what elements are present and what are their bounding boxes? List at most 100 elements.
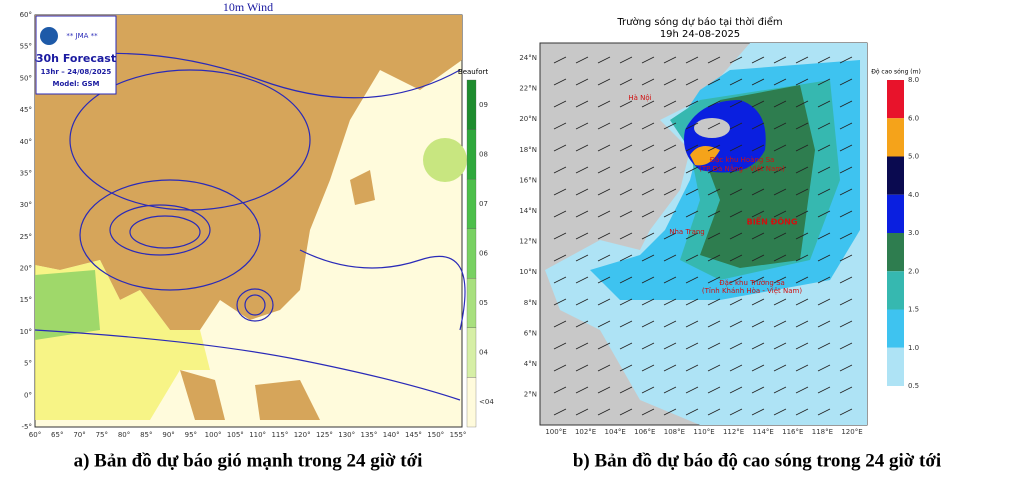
wave-arrow [729,276,743,284]
wave-arrow [619,210,633,218]
wave-arrow [707,320,721,328]
wave-arrow [795,364,809,372]
colorbar-swatch [887,194,904,233]
lon-label: 108°E [664,428,685,436]
wave-arrow [575,122,589,130]
wave-arrow [597,408,611,416]
logo-time: 13hr – 24/08/2025 [41,68,112,76]
wave-arrow [817,144,831,152]
lat-label: 20°N [519,115,537,123]
colorbar-label: 3.0 [908,229,919,237]
colorbar: 8.0 6.0 5.0 4.0 3.0 2.0 1.5 1.0 0.5 [887,76,919,390]
legend-swatch [466,278,477,329]
legend-swatch [466,377,477,428]
wave-arrow [751,188,765,196]
land [180,170,375,420]
wave-arrow [839,342,853,350]
wave-arrow [663,254,677,262]
map-title: 10m Wind [223,0,273,14]
wave-arrow [839,276,853,284]
wave-arrow [685,364,699,372]
lon-label: 140° [383,431,400,439]
wave-arrow [575,342,589,350]
wave-arrow [663,298,677,306]
wave-arrow [773,144,787,152]
island [694,118,730,138]
colorbar-swatch [887,271,904,310]
wave-arrow [553,232,567,240]
lat-label: 45° [20,106,32,114]
lat-label: 6°N [524,329,537,337]
wave-arrow [553,320,567,328]
lon-label: 120°E [841,428,862,436]
lon-label: 155° [450,431,467,439]
logo-icon [40,27,58,45]
lon-label: 120° [294,431,311,439]
wave-arrow [839,364,853,372]
wave-arrow [597,276,611,284]
wave-arrow [839,78,853,86]
lon-label: 118°E [812,428,833,436]
wave-arrow [641,254,655,262]
wave-arrow [663,276,677,284]
wave-arrow [839,122,853,130]
colorbar-label: 8.0 [908,76,919,84]
wave-arrow [751,166,765,174]
wave-arrow [553,144,567,152]
wave-arrow [817,56,831,64]
wave-arrow [773,122,787,130]
wave-arrow [707,56,721,64]
wave-arrow [597,254,611,262]
wave-arrow [619,232,633,240]
lat-label: 10° [20,328,32,336]
lat-label: 10°N [519,268,537,276]
wave-arrow [729,166,743,174]
wave-arrow [773,166,787,174]
wave-arrow [795,276,809,284]
wave-arrow [817,188,831,196]
lat-label: 20° [20,265,32,273]
wave-arrow [575,254,589,262]
wave-arrow [839,408,853,416]
wave-arrow [641,166,655,174]
wave-arrow [839,188,853,196]
legend-swatch [466,327,477,378]
wave-arrow [663,166,677,174]
colorbar-label: 0.5 [908,382,919,390]
wave-arrow [553,408,567,416]
wave-arrow [575,78,589,86]
lon-label: 114°E [753,428,774,436]
wave-arrow [553,254,567,262]
colorbar-swatch [887,233,904,272]
wave-arrow [641,100,655,108]
wave-arrow [817,78,831,86]
place-label: Đặc khu Trường Sa [719,279,785,287]
lon-label: 112°E [723,428,744,436]
place-label: BIỂN ĐÔNG [747,215,798,227]
wave-arrow [553,386,567,394]
wave-arrow [817,276,831,284]
wave-arrow [817,166,831,174]
wave-arrow [663,364,677,372]
wave-arrow [553,100,567,108]
wave-arrow [619,364,633,372]
wave-arrow [663,232,677,240]
wave-arrow [597,386,611,394]
wave-arrow [773,188,787,196]
wave-arrow [773,408,787,416]
wave-arrow [795,56,809,64]
wave-arrow [619,298,633,306]
wave-arrow [597,166,611,174]
wave-arrow [839,386,853,394]
lon-label: 116°E [782,428,803,436]
wave-arrow [751,276,765,284]
legend-label: 04 [479,349,488,357]
lat-label: 60° [20,11,32,19]
wave-arrow [597,100,611,108]
wave-arrow [663,56,677,64]
wave-arrow [641,386,655,394]
wave-arrow [817,232,831,240]
wave-arrow [641,320,655,328]
wave-arrow [795,188,809,196]
place-label: Đặc khu Hoàng Sa [710,156,775,164]
